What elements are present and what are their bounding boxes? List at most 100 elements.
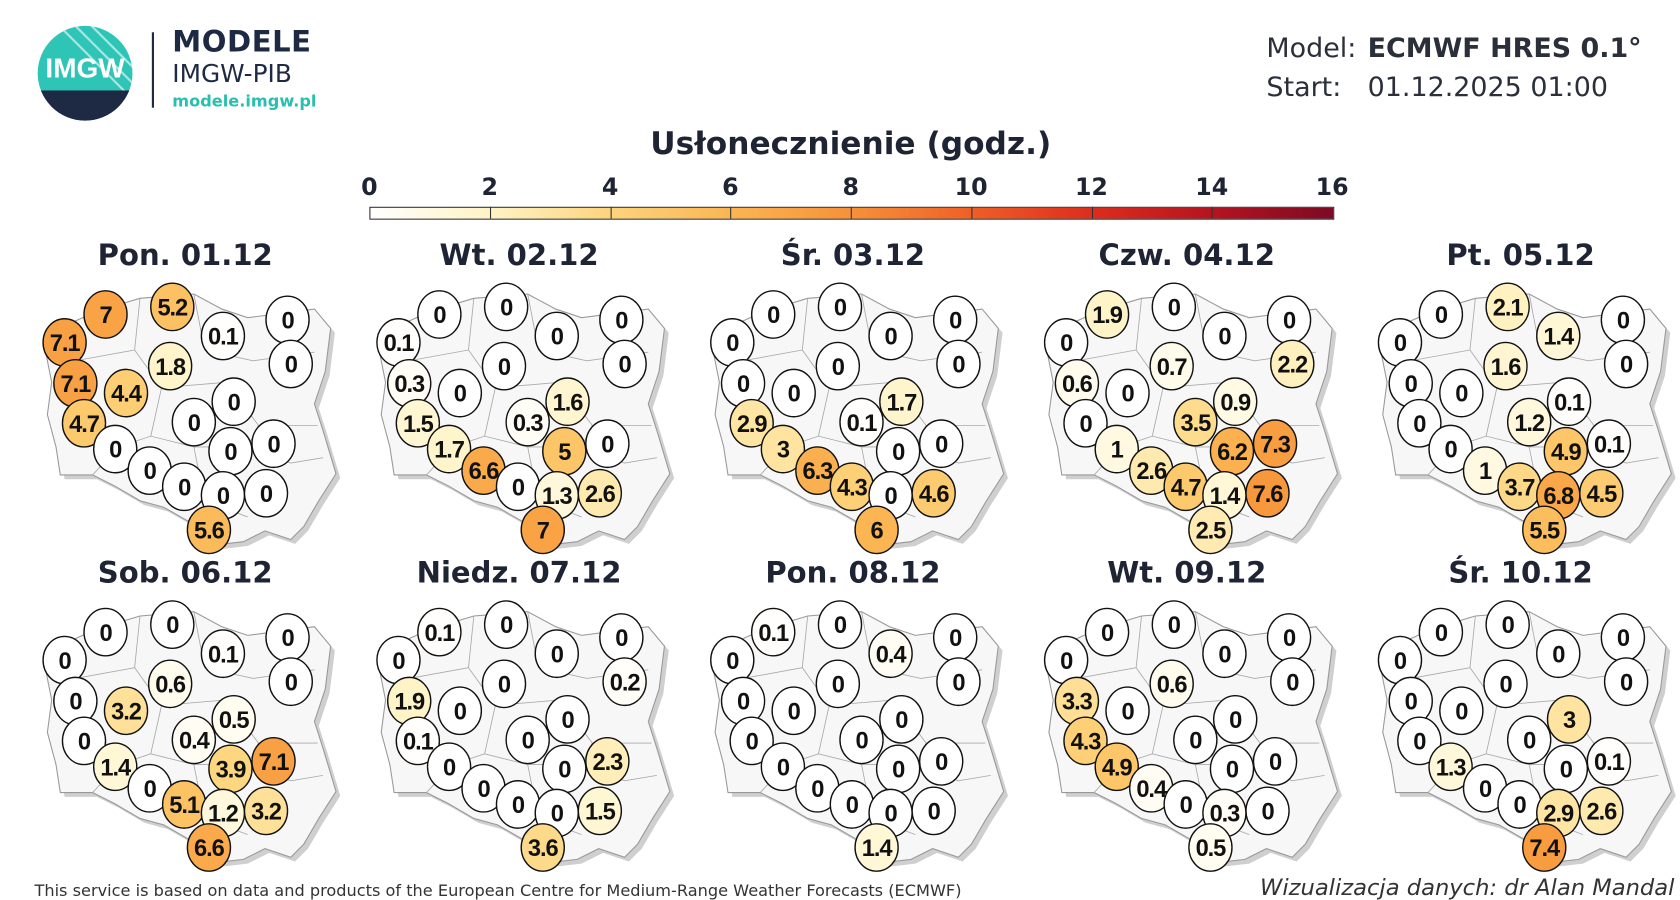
station-marker [251,736,296,786]
station-marker [936,657,981,707]
map-day-title: Pt. 05.12 [1446,239,1595,273]
station-value: 0 [1180,793,1193,819]
station-value: 0 [1286,670,1299,696]
station-marker [150,282,195,332]
station-value: 5.2 [157,296,188,322]
station-value: 2.2 [1277,353,1308,379]
station-value: 0 [855,728,868,754]
station-value: 6.6 [194,836,225,862]
station-value: 0 [834,613,847,639]
station-value: 0 [832,672,845,698]
station-value: 0 [885,802,898,828]
station-value: 0 [737,372,750,398]
station-marker [83,607,128,657]
station-value: 0 [1455,382,1468,408]
station-value: 0 [1552,642,1565,668]
sunshine-map: 0.1 0 0 0 0 0 0 0.3 0 1.6 1.5 0.3 5 0 1.76.6 0 1.3 2.6 7 [376,282,675,555]
station-value: 4.6 [919,482,950,508]
model-value: ECMWF HRES 0.1° [1367,32,1642,64]
station-marker [750,607,796,657]
brand-title: MODELE [172,25,312,60]
region-border [409,667,469,679]
station-marker [854,823,899,872]
station-marker [534,629,579,679]
station-marker [1149,341,1194,391]
station-marker [1397,398,1442,448]
station-value: 0 [1060,331,1073,357]
station-value: 0 [952,670,965,696]
station-marker [1579,786,1624,836]
station-value: 0.1 [847,411,878,437]
station-marker [1586,736,1632,786]
station-marker [1270,657,1315,707]
station-marker [1439,686,1484,736]
station-marker [150,600,195,649]
station-value: 3 [777,438,790,464]
station-value: 0 [1502,613,1515,639]
station-value: 0 [777,755,790,781]
station-marker [211,377,256,427]
station-value: 0 [846,793,859,819]
station-value: 1 [1111,438,1124,464]
station-value: 0 [1499,672,1512,698]
station-value: 7.3 [1260,432,1291,458]
station-value: 0.3 [394,372,425,398]
sunshine-map: 0 0 0 0 0 0 0 0 0 1.7 2.9 0.1 0 0 3 6.34.3 0 4.6 6 [710,282,1008,555]
station-value: 0 [935,432,948,458]
station-value: 4.4 [111,382,143,408]
station-marker [868,311,913,361]
station-value: 0 [551,802,564,828]
station-marker [839,715,884,765]
station-value: 0.3 [1210,802,1241,828]
station-marker [1483,659,1528,709]
region-border [742,667,803,679]
station-value: 0 [1079,412,1092,438]
station-marker [577,468,623,518]
station-value: 0 [285,670,298,696]
station-value: 0 [188,411,201,437]
station-marker [729,716,774,766]
station-marker [1485,600,1530,649]
station-marker [771,686,816,736]
station-value: 0 [1513,793,1526,819]
station-marker [268,339,314,389]
station-marker [879,377,924,427]
station-marker [200,629,246,679]
station-value: 0 [267,432,280,458]
station-value: 5.6 [194,518,225,544]
station-marker [1105,368,1150,418]
station-marker [481,659,527,709]
station-value: 0 [767,303,780,329]
region-border [1410,667,1471,679]
station-value: 0 [885,325,898,351]
station-value: 0.1 [208,325,239,351]
station-value: 2.6 [1586,800,1617,826]
station-value: 0 [392,649,405,675]
legend-tick-label: 10 [954,174,988,202]
brand-subtitle: IMGW-PIB [172,60,292,89]
logo-text: IMGW [45,53,125,84]
station-value: 0 [78,730,91,756]
brand-url-link[interactable]: modele.imgw.pl [172,91,317,111]
station-value: 0.3 [513,411,544,437]
station-value: 0 [1101,621,1114,647]
station-value: 0.9 [1220,390,1251,416]
station-value: 0 [885,484,898,510]
station-marker [1084,607,1130,657]
station-value: 0 [1226,758,1239,784]
station-value: 0 [1218,642,1231,668]
station-value: 0 [1413,730,1426,756]
station-value: 0 [1394,331,1407,357]
station-marker [520,823,565,872]
region-border [1076,667,1137,679]
station-value: 1.9 [1092,303,1123,329]
map-day-title: Śr. 10.12 [1448,556,1593,591]
station-value: 0 [99,621,112,647]
station-marker [505,715,550,765]
station-value: 4.3 [1071,730,1102,756]
station-marker [1536,629,1581,679]
legend-tick-label: 12 [1074,174,1108,202]
